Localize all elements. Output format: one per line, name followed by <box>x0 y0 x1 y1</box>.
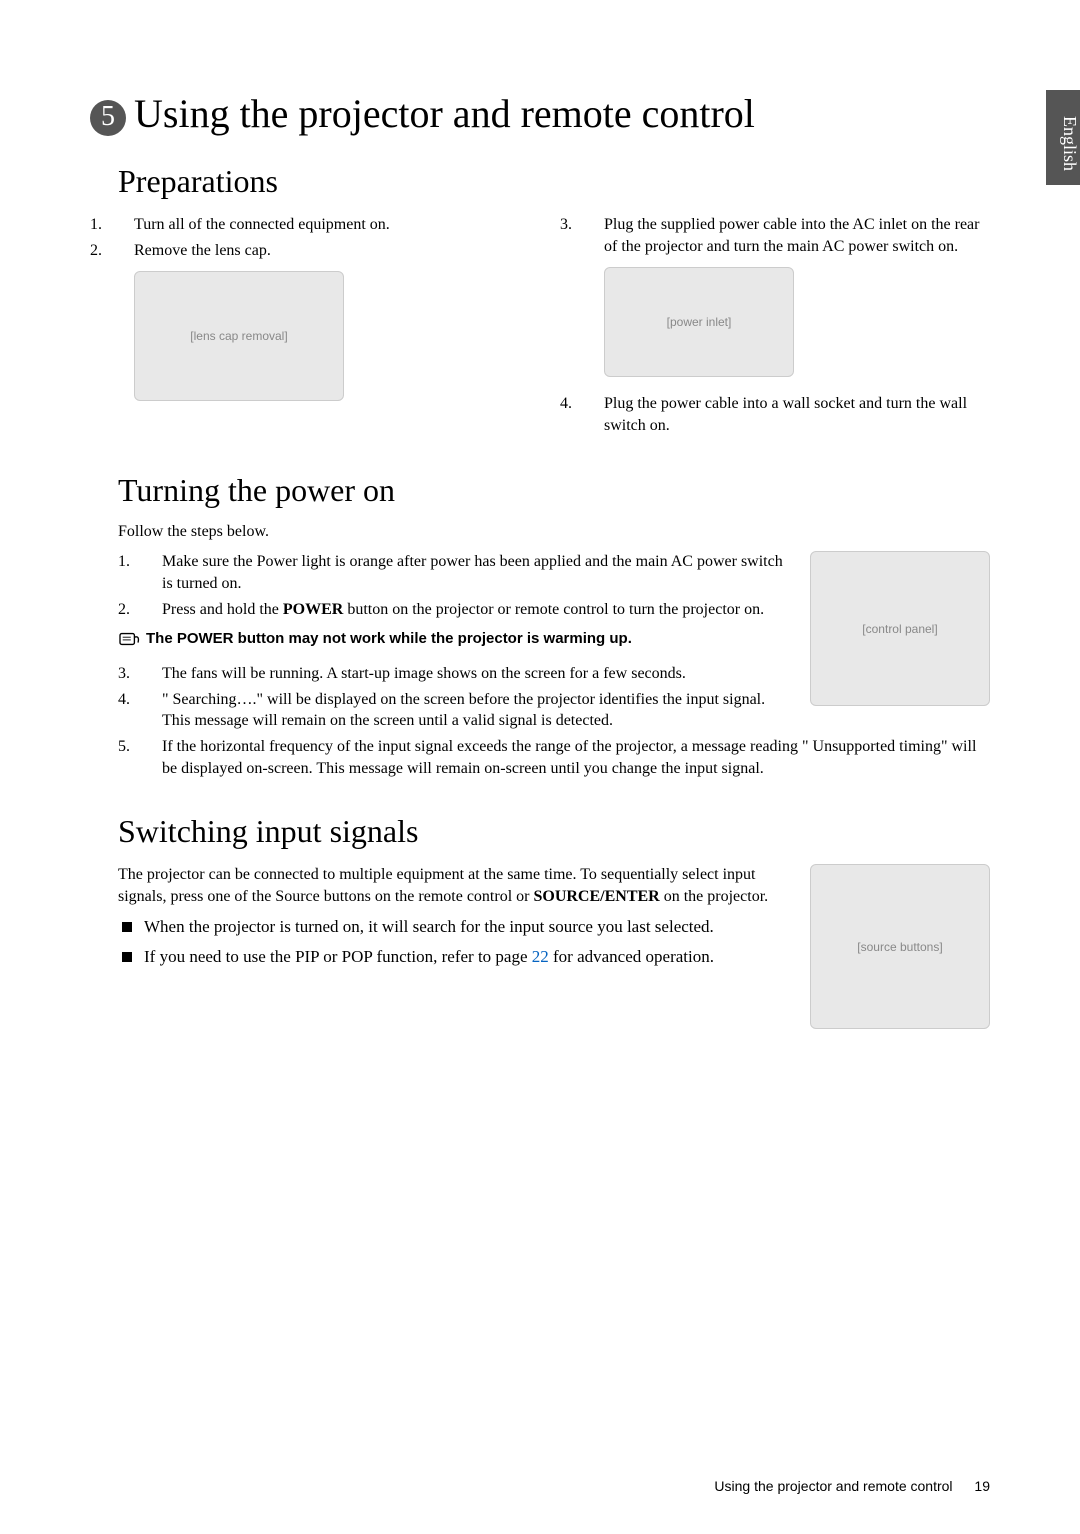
prep-step-1: Turn all of the connected equipment on. <box>90 214 520 236</box>
note-icon <box>118 630 140 653</box>
chapter-title: 5Using the projector and remote control <box>90 90 990 137</box>
preparations-left-col: Turn all of the connected equipment on. … <box>90 214 520 440</box>
page-number: 19 <box>974 1478 990 1494</box>
prep-step-2: Remove the lens cap. <box>90 240 520 262</box>
power-step-3: The fans will be running. A start-up ima… <box>118 663 990 685</box>
power-step-2: Press and hold the POWER button on the p… <box>118 599 990 621</box>
power-inlet-image: [power inlet] <box>604 267 794 377</box>
switching-heading: Switching input signals <box>118 813 990 850</box>
prep-step-4: Plug the power cable into a wall socket … <box>560 393 990 436</box>
title-text: Using the projector and remote control <box>134 91 755 136</box>
page-footer: Using the projector and remote control 1… <box>714 1478 990 1494</box>
footer-text: Using the projector and remote control <box>714 1478 952 1494</box>
power-step-4: " Searching…." will be displayed on the … <box>118 689 990 732</box>
section-switching: Switching input signals [source buttons]… <box>90 813 990 1029</box>
section-preparations: Preparations Turn all of the connected e… <box>90 163 990 440</box>
switching-bullet-2: If you need to use the PIP or POP functi… <box>118 945 990 969</box>
power-step-5: If the horizontal frequency of the input… <box>118 736 990 779</box>
turning-on-heading: Turning the power on <box>118 472 990 509</box>
language-tab: English <box>1046 90 1080 185</box>
power-note: The POWER button may not work while the … <box>146 630 632 647</box>
switching-bullet-1: When the projector is turned on, it will… <box>118 915 990 939</box>
chapter-badge: 5 <box>90 100 126 136</box>
preparations-right-col: Plug the supplied power cable into the A… <box>560 214 990 440</box>
power-step-1: Make sure the Power light is orange afte… <box>118 551 990 594</box>
page-reference-link[interactable]: 22 <box>532 947 549 966</box>
prep-step-3: Plug the supplied power cable into the A… <box>560 214 990 257</box>
lens-cap-image: [lens cap removal] <box>134 271 344 401</box>
section-turning-on: Turning the power on Follow the steps be… <box>90 472 990 783</box>
turning-on-intro: Follow the steps below. <box>118 523 990 541</box>
preparations-heading: Preparations <box>118 163 990 200</box>
